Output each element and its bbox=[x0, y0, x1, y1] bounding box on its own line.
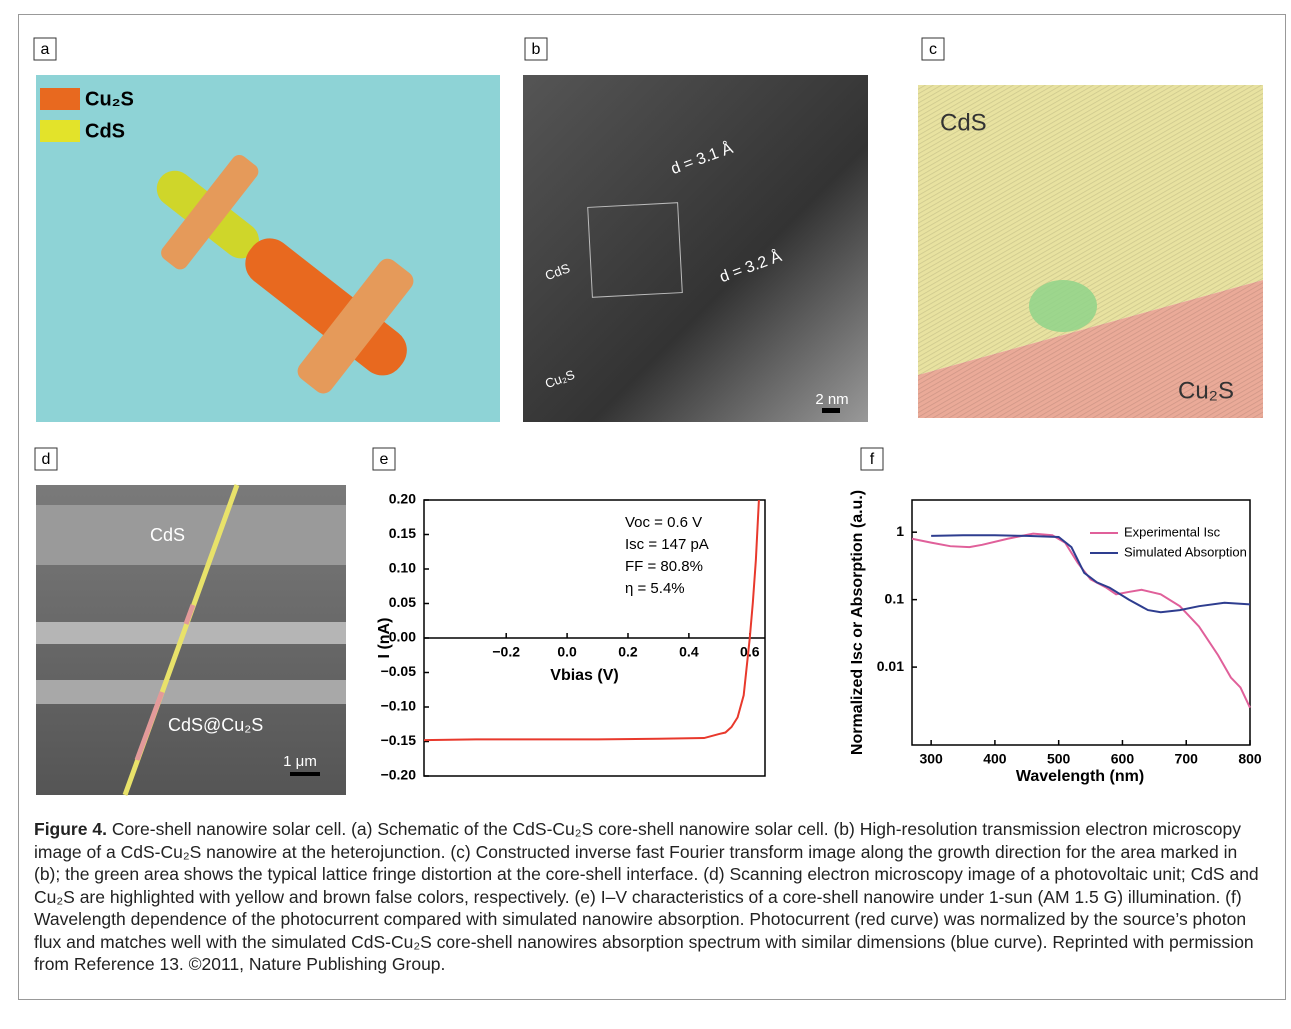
panel-d: d CdS CdS@Cu₂S 1 μm bbox=[34, 447, 346, 796]
panel-label-box bbox=[372, 447, 396, 471]
legend-swatch bbox=[40, 88, 80, 110]
annotation: Voc = 0.6 V bbox=[625, 514, 702, 531]
y-tick-label: −0.20 bbox=[381, 767, 417, 783]
legend-swatch bbox=[40, 120, 80, 142]
y-tick-label: −0.05 bbox=[381, 663, 417, 679]
y-tick-label: 1 bbox=[896, 523, 904, 539]
annotation: FF = 80.8% bbox=[625, 558, 703, 575]
x-tick-label: −0.2 bbox=[492, 644, 520, 660]
y-tick-label: 0.20 bbox=[389, 491, 416, 507]
y-tick-label: 0.10 bbox=[389, 560, 416, 576]
panel-label: c bbox=[929, 41, 937, 58]
figure: a Cu₂S CdS b d = 3.1 Å d = 3.2 Å CdS Cu₂… bbox=[33, 37, 1263, 796]
panel-label: b bbox=[532, 41, 541, 58]
caption-label: Figure 4. bbox=[34, 819, 107, 839]
panel-label: d bbox=[42, 451, 51, 468]
x-tick-label: 0.6 bbox=[740, 644, 760, 660]
y-tick-label: −0.15 bbox=[381, 732, 417, 748]
legend-label: CdS bbox=[85, 120, 125, 142]
panel-b: b d = 3.1 Å d = 3.2 Å CdS Cu₂S 2 nm bbox=[523, 37, 868, 422]
electrode bbox=[36, 505, 346, 565]
panel-label: f bbox=[870, 451, 875, 468]
caption-text: Core-shell nanowire solar cell. (a) Sche… bbox=[34, 819, 1259, 974]
y-axis-label: Normalized Isc or Absorption (a.u.) bbox=[849, 490, 866, 755]
marked-area bbox=[587, 202, 683, 298]
y-axis-label: I (nA) bbox=[376, 618, 393, 659]
legend-label: Cu₂S bbox=[85, 88, 134, 110]
panel-label: e bbox=[380, 451, 389, 468]
x-tick-label: 400 bbox=[983, 751, 1007, 767]
scale-bar bbox=[822, 408, 840, 413]
material-label: Cu₂S bbox=[1178, 377, 1234, 404]
y-tick-label: −0.10 bbox=[381, 698, 417, 714]
x-tick-label: 0.0 bbox=[557, 644, 577, 660]
x-axis-label: Vbias (V) bbox=[550, 667, 618, 684]
y-tick-label: 0.05 bbox=[389, 594, 416, 610]
nanowire-shell bbox=[183, 604, 196, 625]
annotation: Isc = 147 pA bbox=[625, 536, 709, 553]
nanowire bbox=[156, 154, 414, 394]
panel-label-box bbox=[921, 37, 945, 61]
y-tick-label: 0.1 bbox=[885, 590, 905, 606]
electrode bbox=[36, 622, 346, 644]
scale-label: 1 μm bbox=[283, 753, 317, 770]
legend-label: Simulated Absorption bbox=[1124, 544, 1247, 559]
x-tick-label: 800 bbox=[1238, 751, 1262, 767]
panel-label: a bbox=[41, 41, 50, 58]
lattice-fringes bbox=[918, 85, 1263, 418]
figure-frame bbox=[18, 14, 1286, 1000]
electrode bbox=[36, 680, 346, 704]
x-tick-label: 500 bbox=[1047, 751, 1071, 767]
distortion-area bbox=[1029, 280, 1097, 332]
x-tick-label: 600 bbox=[1111, 751, 1135, 767]
panel-label-box bbox=[34, 447, 58, 471]
y-tick-label: 0.15 bbox=[389, 525, 416, 541]
panel-label-box bbox=[860, 447, 884, 471]
data-line bbox=[931, 534, 1251, 614]
x-axis-label: Wavelength (nm) bbox=[1016, 768, 1144, 785]
legend-label: Experimental Isc bbox=[1124, 524, 1221, 539]
data-line bbox=[911, 532, 1251, 709]
caption: Figure 4. Core-shell nanowire solar cell… bbox=[34, 818, 1259, 976]
panel-c: c CdS Cu₂S bbox=[918, 37, 1263, 418]
scale-label: 2 nm bbox=[815, 391, 848, 408]
panel-label-box bbox=[33, 37, 57, 61]
x-tick-label: 700 bbox=[1175, 751, 1199, 767]
data-line bbox=[423, 499, 760, 742]
panel-label-box bbox=[524, 37, 548, 61]
material-label: CdS bbox=[150, 525, 185, 545]
y-tick-label: 0.00 bbox=[389, 629, 416, 645]
plot-frame bbox=[911, 499, 1251, 746]
x-tick-label: 0.2 bbox=[618, 644, 638, 660]
annotation: η = 5.4% bbox=[625, 580, 685, 597]
y-tick-label: 0.01 bbox=[877, 658, 904, 674]
x-tick-label: 300 bbox=[919, 751, 943, 767]
panel-a: a Cu₂S CdS bbox=[33, 37, 500, 422]
x-tick-label: 0.4 bbox=[679, 644, 699, 660]
tem-image bbox=[523, 75, 868, 422]
material-label: CdS bbox=[940, 109, 987, 136]
scale-bar bbox=[290, 772, 320, 776]
material-label: CdS@Cu₂S bbox=[168, 715, 263, 735]
nanowire-shell bbox=[134, 691, 165, 761]
